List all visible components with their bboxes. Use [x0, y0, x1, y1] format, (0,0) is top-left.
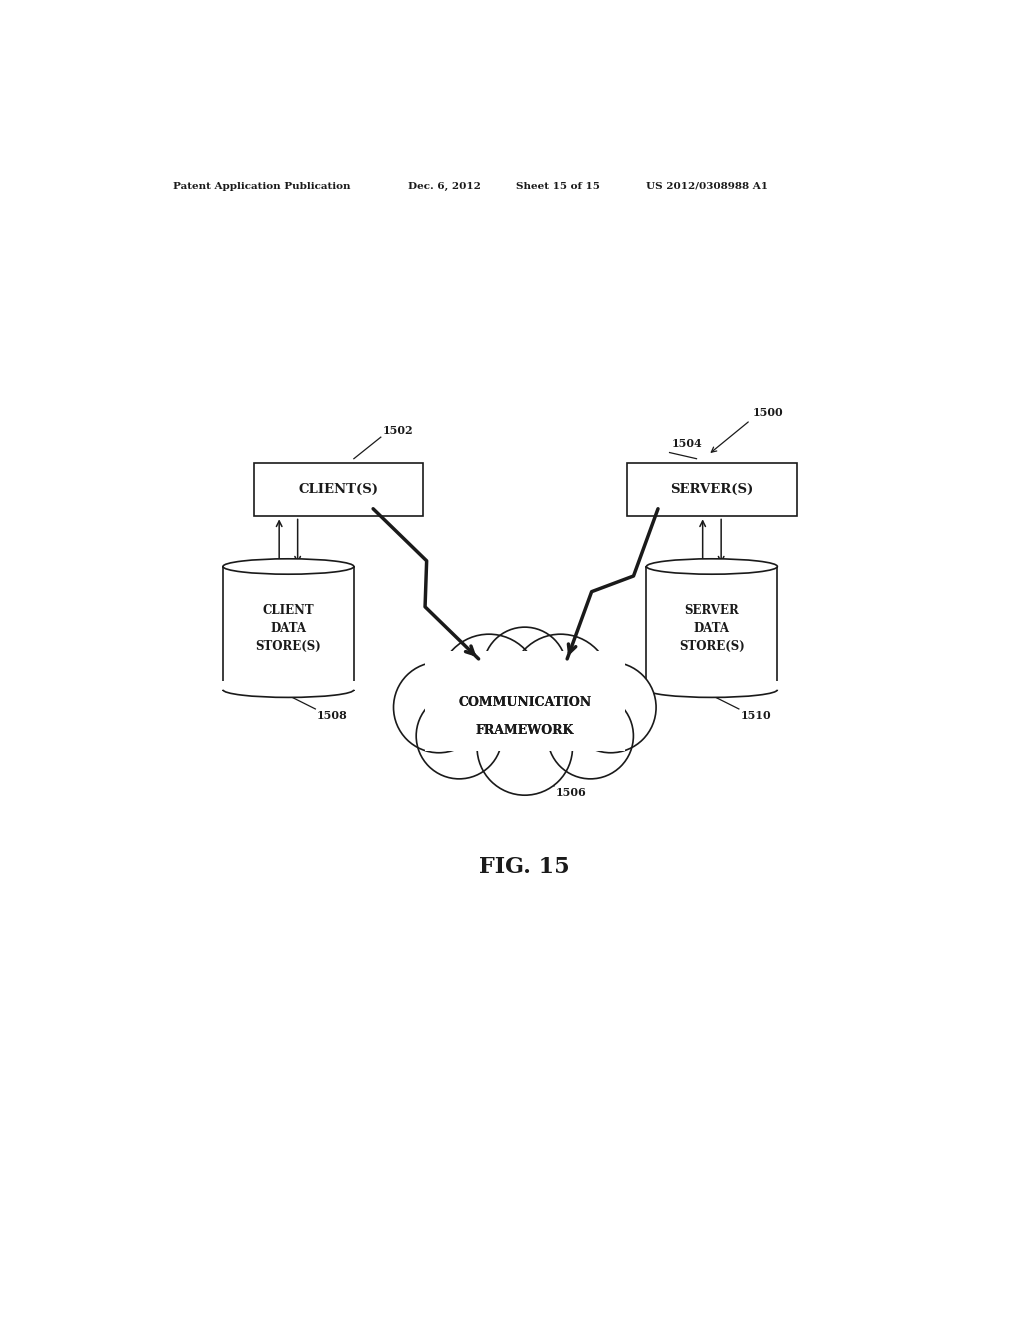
- Text: CLIENT(S): CLIENT(S): [298, 483, 379, 496]
- Circle shape: [477, 700, 572, 795]
- Text: SERVER(S): SERVER(S): [671, 483, 754, 496]
- Bar: [254, 462, 423, 516]
- Bar: [628, 462, 797, 516]
- Bar: [425, 651, 625, 751]
- Text: Sheet 15 of 15: Sheet 15 of 15: [515, 182, 599, 190]
- Text: COMMUNICATION: COMMUNICATION: [458, 696, 592, 709]
- Text: FRAMEWORK: FRAMEWORK: [475, 723, 574, 737]
- Text: US 2012/0308988 A1: US 2012/0308988 A1: [646, 182, 768, 190]
- Text: 1508: 1508: [316, 710, 348, 722]
- Text: Patent Application Publication: Patent Application Publication: [173, 182, 350, 190]
- Ellipse shape: [646, 558, 777, 574]
- Ellipse shape: [223, 682, 354, 697]
- Text: 1506: 1506: [556, 788, 587, 799]
- Circle shape: [511, 634, 610, 734]
- Circle shape: [439, 634, 539, 734]
- Text: 1510: 1510: [740, 710, 771, 722]
- Bar: [221, 681, 355, 690]
- Circle shape: [393, 663, 484, 752]
- Ellipse shape: [223, 558, 354, 574]
- Text: 1502: 1502: [382, 425, 413, 436]
- Bar: [645, 681, 779, 690]
- Text: 1500: 1500: [753, 407, 783, 418]
- Text: SERVER
DATA
STORE(S): SERVER DATA STORE(S): [679, 603, 744, 652]
- Text: FIG. 15: FIG. 15: [479, 855, 570, 878]
- Circle shape: [416, 693, 502, 779]
- Text: Dec. 6, 2012: Dec. 6, 2012: [408, 182, 480, 190]
- Text: 1504: 1504: [672, 438, 702, 450]
- Circle shape: [483, 627, 566, 710]
- Circle shape: [548, 693, 634, 779]
- Text: COMMUNICATION: COMMUNICATION: [458, 696, 592, 709]
- Text: CLIENT
DATA
STORE(S): CLIENT DATA STORE(S): [256, 603, 322, 652]
- Text: FRAMEWORK: FRAMEWORK: [475, 723, 574, 737]
- Ellipse shape: [646, 682, 777, 697]
- Circle shape: [565, 663, 656, 752]
